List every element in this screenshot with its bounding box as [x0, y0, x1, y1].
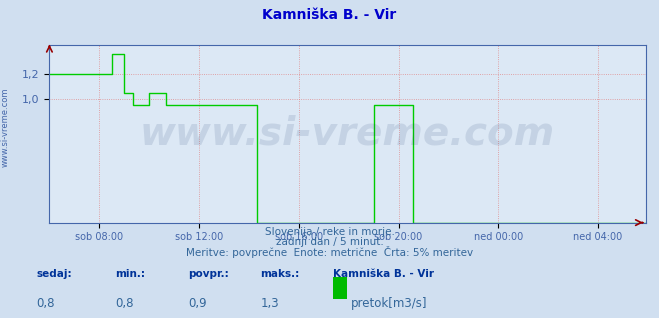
Text: zadnji dan / 5 minut.: zadnji dan / 5 minut. — [275, 237, 384, 247]
Text: pretok[m3/s]: pretok[m3/s] — [351, 297, 428, 310]
Text: maks.:: maks.: — [260, 269, 300, 279]
Text: 0,8: 0,8 — [36, 297, 55, 310]
Text: sedaj:: sedaj: — [36, 269, 72, 279]
Text: povpr.:: povpr.: — [188, 269, 229, 279]
Text: www.si-vreme.com: www.si-vreme.com — [1, 87, 10, 167]
Text: 0,9: 0,9 — [188, 297, 206, 310]
Text: min.:: min.: — [115, 269, 146, 279]
Text: Kamniška B. - Vir: Kamniška B. - Vir — [333, 269, 434, 279]
Text: Meritve: povprečne  Enote: metrične  Črta: 5% meritev: Meritve: povprečne Enote: metrične Črta:… — [186, 246, 473, 259]
Text: Kamniška B. - Vir: Kamniška B. - Vir — [262, 8, 397, 22]
Text: 0,8: 0,8 — [115, 297, 134, 310]
Text: Slovenija / reke in morje.: Slovenija / reke in morje. — [264, 227, 395, 237]
Text: 1,3: 1,3 — [260, 297, 279, 310]
Text: www.si-vreme.com: www.si-vreme.com — [140, 114, 556, 153]
